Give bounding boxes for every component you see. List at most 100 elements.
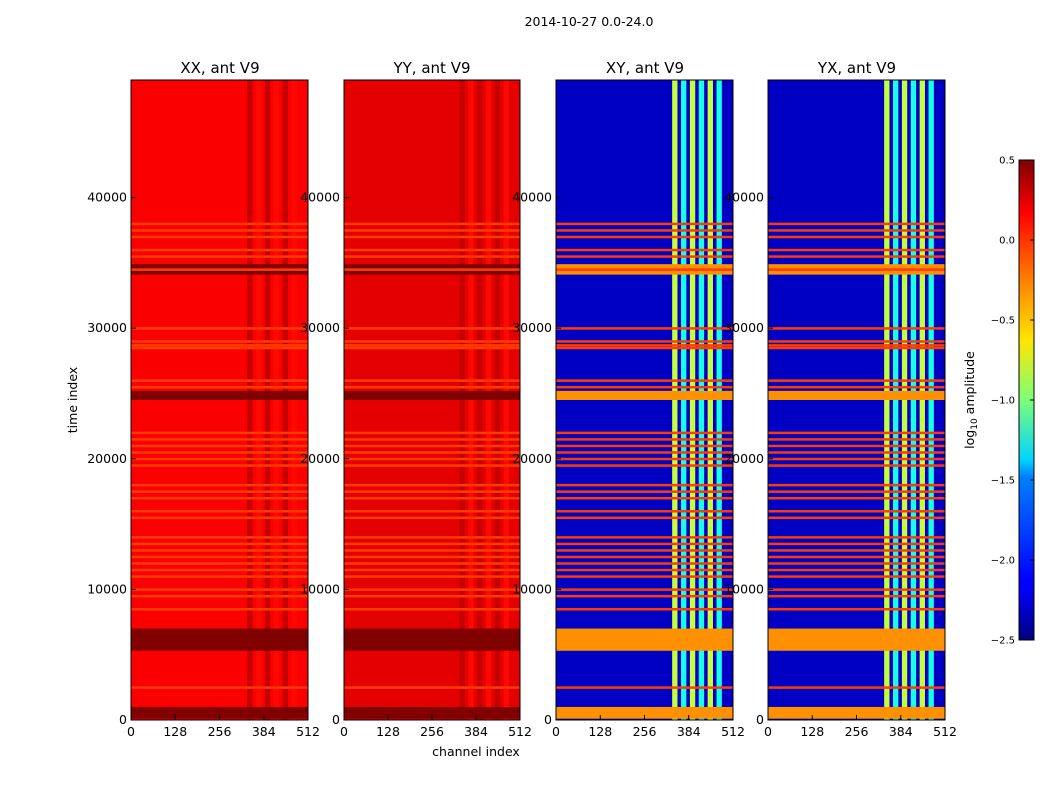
- x-tick-label: 512: [933, 724, 957, 739]
- colorbar-tick-label: 0.5: [999, 156, 1015, 167]
- flagged-row: [344, 568, 520, 572]
- axis-ticks: 0 128 256 384 512 0 10000 20000 30000 40000 0 128 25…: [87, 190, 957, 739]
- x-tick-label: 128: [376, 724, 400, 739]
- heatmap-yy: [344, 80, 520, 720]
- flagged-row: [768, 562, 945, 565]
- heatmap-xy: [556, 80, 733, 720]
- flagged-row: [344, 340, 520, 343]
- flagged-row: [768, 229, 945, 232]
- flagged-row: [344, 268, 520, 271]
- panel-title-yx: YX, ant V9: [817, 59, 896, 77]
- x-tick-label: 256: [208, 724, 232, 739]
- panel-title-xx: XX, ant V9: [180, 59, 259, 77]
- flagged-row: [344, 542, 520, 546]
- flagged-row: [131, 451, 308, 454]
- flagged-row: [556, 346, 733, 350]
- flagged-row: [131, 536, 308, 539]
- flagged-row: [131, 340, 308, 343]
- flagged-row: [131, 490, 308, 493]
- flagged-row: [768, 483, 945, 487]
- y-tick-label: 40000: [724, 190, 764, 205]
- flagged-row: [556, 496, 733, 500]
- flagged-row: [344, 607, 520, 611]
- flagged-row: [131, 510, 308, 513]
- flagged-row: [768, 594, 945, 598]
- flagged-row: [344, 235, 520, 239]
- flagged-row: [131, 483, 308, 487]
- flagged-row: [344, 385, 520, 389]
- heatmap-xx: [131, 80, 308, 720]
- flagged-row: [556, 379, 733, 382]
- panel-yy: YY, ant V9: [343, 59, 521, 721]
- flagged-row: [768, 686, 945, 689]
- y-tick-label: 10000: [512, 581, 552, 596]
- flagged-row: [556, 235, 733, 239]
- flagged-row: [768, 607, 945, 611]
- flagged-row: [131, 268, 308, 271]
- flagged-row: [131, 686, 308, 689]
- colorbar-label: log10 amplitude: [962, 351, 980, 449]
- flagged-row: [556, 490, 733, 493]
- flagged-row: [131, 594, 308, 598]
- flagged-row: [131, 607, 308, 611]
- flagged-row: [344, 457, 520, 461]
- flagged-row: [131, 438, 308, 441]
- y-tick-label: 30000: [724, 320, 764, 335]
- flagged-row: [344, 431, 520, 435]
- y-tick-label: 0: [119, 712, 127, 727]
- flagged-row: [556, 444, 733, 448]
- flagged-row: [556, 438, 733, 441]
- x-tick-label: 384: [252, 724, 276, 739]
- flagged-row: [768, 268, 945, 271]
- flagged-row: [556, 575, 733, 578]
- flagged-row: [768, 575, 945, 578]
- x-tick-label: 0: [764, 724, 772, 739]
- flagged-row: [556, 340, 733, 343]
- flagged-row: [556, 229, 733, 232]
- flagged-row: [768, 568, 945, 572]
- flagged-row: [556, 568, 733, 572]
- x-tick-label: 384: [464, 724, 488, 739]
- flagged-row: [344, 496, 520, 500]
- flagged-row: [344, 490, 520, 493]
- flagged-row: [768, 516, 945, 520]
- flagged-row: [556, 686, 733, 689]
- y-tick-label: 40000: [87, 190, 127, 205]
- flagged-row: [768, 490, 945, 493]
- flagged-row: [344, 588, 520, 591]
- x-tick-label: 0: [127, 724, 135, 739]
- flagged-row: [131, 255, 308, 258]
- bright-time-band: [344, 706, 520, 719]
- bright-time-band: [768, 706, 945, 719]
- bright-time-band: [768, 628, 945, 651]
- y-tick-label: 20000: [724, 451, 764, 466]
- panel-title-xy: XY, ant V9: [606, 59, 684, 77]
- flagged-row: [131, 248, 308, 252]
- x-tick-label: 128: [163, 724, 187, 739]
- flagged-row: [344, 346, 520, 350]
- flagged-row: [344, 536, 520, 539]
- flagged-row: [768, 536, 945, 539]
- flagged-row: [556, 542, 733, 546]
- flagged-row: [768, 222, 945, 226]
- flagged-row: [768, 431, 945, 435]
- flagged-row: [768, 385, 945, 389]
- flagged-row: [768, 549, 945, 552]
- flagged-row: [344, 327, 520, 330]
- flagged-row: [556, 457, 733, 461]
- flagged-row: [131, 379, 308, 382]
- flagged-row: [131, 555, 308, 559]
- bright-time-band: [556, 706, 733, 719]
- panel-xx: XX, ant V9: [130, 59, 309, 721]
- colorbar-tick-label: −0.5: [991, 316, 1015, 327]
- flagged-row: [556, 268, 733, 271]
- flagged-row: [344, 555, 520, 559]
- flagged-row: [556, 327, 733, 330]
- flagged-row: [556, 464, 733, 467]
- y-tick-label: 10000: [300, 581, 340, 596]
- flagged-row: [556, 536, 733, 539]
- x-tick-label: 384: [889, 724, 913, 739]
- x-tick-label: 0: [340, 724, 348, 739]
- panel-title-yy: YY, ant V9: [392, 59, 470, 77]
